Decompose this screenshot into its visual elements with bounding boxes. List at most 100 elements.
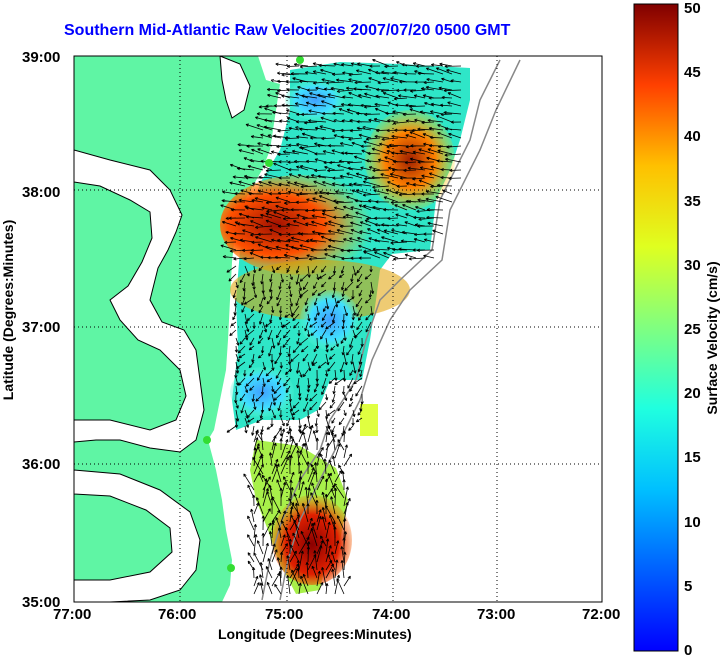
velocity-arrow <box>249 337 255 346</box>
velocity-arrow <box>343 353 348 366</box>
velocity-arrow <box>395 213 408 219</box>
velocity-arrow <box>353 182 372 187</box>
velocity-arrow <box>301 345 309 353</box>
velocity-arrow <box>359 401 363 412</box>
velocity-arrow <box>240 189 255 195</box>
velocity-arrow <box>271 305 275 314</box>
velocity-arrow <box>279 487 283 507</box>
velocity-arrow <box>255 393 264 402</box>
velocity-arrow <box>259 582 264 595</box>
velocity-arrow <box>293 159 309 164</box>
velocity-arrow <box>289 567 299 587</box>
velocity-arrow <box>311 482 318 499</box>
velocity-arrow <box>316 305 320 316</box>
velocity-arrow <box>357 409 363 416</box>
velocity-arrow <box>388 143 408 147</box>
velocity-arrow <box>325 442 330 459</box>
velocity-arrow <box>300 530 309 547</box>
velocity-arrow <box>316 582 324 595</box>
velocity-arrow <box>258 472 264 483</box>
velocity-arrow <box>274 255 291 260</box>
velocity-arrow <box>250 135 264 139</box>
x-axis-label: Longitude (Degrees:Minutes) <box>218 626 412 642</box>
velocity-arrow <box>435 195 453 203</box>
velocity-arrow <box>307 467 315 483</box>
velocity-arrow <box>251 393 255 402</box>
velocity-arrow <box>282 337 291 348</box>
velocity-arrow <box>269 313 273 323</box>
velocity-arrow <box>343 575 351 587</box>
velocity-arrow <box>336 228 354 235</box>
velocity-arrow <box>253 534 258 555</box>
velocity-arrow <box>239 393 246 402</box>
velocity-arrow <box>299 65 318 69</box>
velocity-arrow <box>412 62 426 67</box>
velocity-arrow <box>351 313 355 321</box>
velocity-arrow <box>352 265 357 276</box>
velocity-arrow <box>298 582 302 595</box>
velocity-arrow <box>228 273 237 282</box>
velocity-arrow <box>314 191 327 195</box>
velocity-arrow <box>355 172 372 179</box>
velocity-arrow <box>236 222 255 227</box>
velocity-arrow <box>238 353 246 359</box>
velocity-arrow <box>321 516 327 531</box>
velocity-arrow <box>234 345 239 353</box>
velocity-arrow <box>262 289 266 301</box>
velocity-arrow <box>230 321 237 327</box>
y-tick-label: 38:00 <box>22 184 61 201</box>
velocity-arrow <box>443 88 462 93</box>
velocity-arrow <box>313 345 318 353</box>
velocity-arrow <box>236 166 255 171</box>
velocity-arrow <box>238 180 255 187</box>
velocity-arrow <box>287 425 291 435</box>
velocity-arrow <box>247 164 264 171</box>
velocity-arrow <box>330 329 336 336</box>
velocity-arrow <box>233 232 246 236</box>
velocity-arrow <box>355 385 363 397</box>
velocity-arrow <box>401 63 417 67</box>
velocity-arrow <box>348 401 354 408</box>
velocity-arrow <box>294 102 309 107</box>
velocity-arrow <box>267 93 282 99</box>
velocity-arrow <box>262 165 273 171</box>
velocity-arrow <box>312 70 327 75</box>
velocity-arrow <box>308 119 327 123</box>
velocity-arrow <box>348 91 363 99</box>
velocity-arrow <box>283 377 291 387</box>
velocity-arrow <box>369 265 373 273</box>
velocity-arrow <box>278 281 282 290</box>
velocity-arrow <box>313 550 318 571</box>
velocity-arrow <box>295 273 300 285</box>
velocity-arrow <box>246 313 255 322</box>
velocity-arrow <box>362 180 381 187</box>
velocity-arrow <box>304 321 309 332</box>
velocity-arrow <box>413 215 426 220</box>
velocity-arrow <box>221 220 237 227</box>
velocity-arrow <box>380 173 399 179</box>
velocity-arrow <box>296 213 309 219</box>
velocity-arrow <box>309 401 318 411</box>
velocity-arrow <box>255 236 273 243</box>
velocity-arrow <box>290 72 309 76</box>
velocity-arrow <box>325 353 330 366</box>
velocity-arrow <box>410 89 426 93</box>
velocity-arrow <box>255 116 273 123</box>
velocity-arrow <box>272 110 291 115</box>
velocity-arrow <box>251 353 255 363</box>
velocity-arrow <box>305 159 318 164</box>
velocity-arrow <box>307 265 311 278</box>
colorbar-tick-label: 40 <box>684 128 701 145</box>
velocity-arrow <box>365 321 372 333</box>
velocity-arrow <box>257 232 273 236</box>
pamlico-sound <box>74 469 201 602</box>
velocity-arrow <box>343 518 347 539</box>
velocity-arrow <box>322 111 336 116</box>
velocity-arrow <box>320 329 327 340</box>
velocity-arrow <box>315 499 319 515</box>
velocity-arrow <box>437 144 453 149</box>
velocity-arrow <box>343 409 347 416</box>
velocity-arrow <box>333 206 345 211</box>
velocity-arrow <box>323 248 336 252</box>
x-tick-label: 73:00 <box>477 606 516 623</box>
